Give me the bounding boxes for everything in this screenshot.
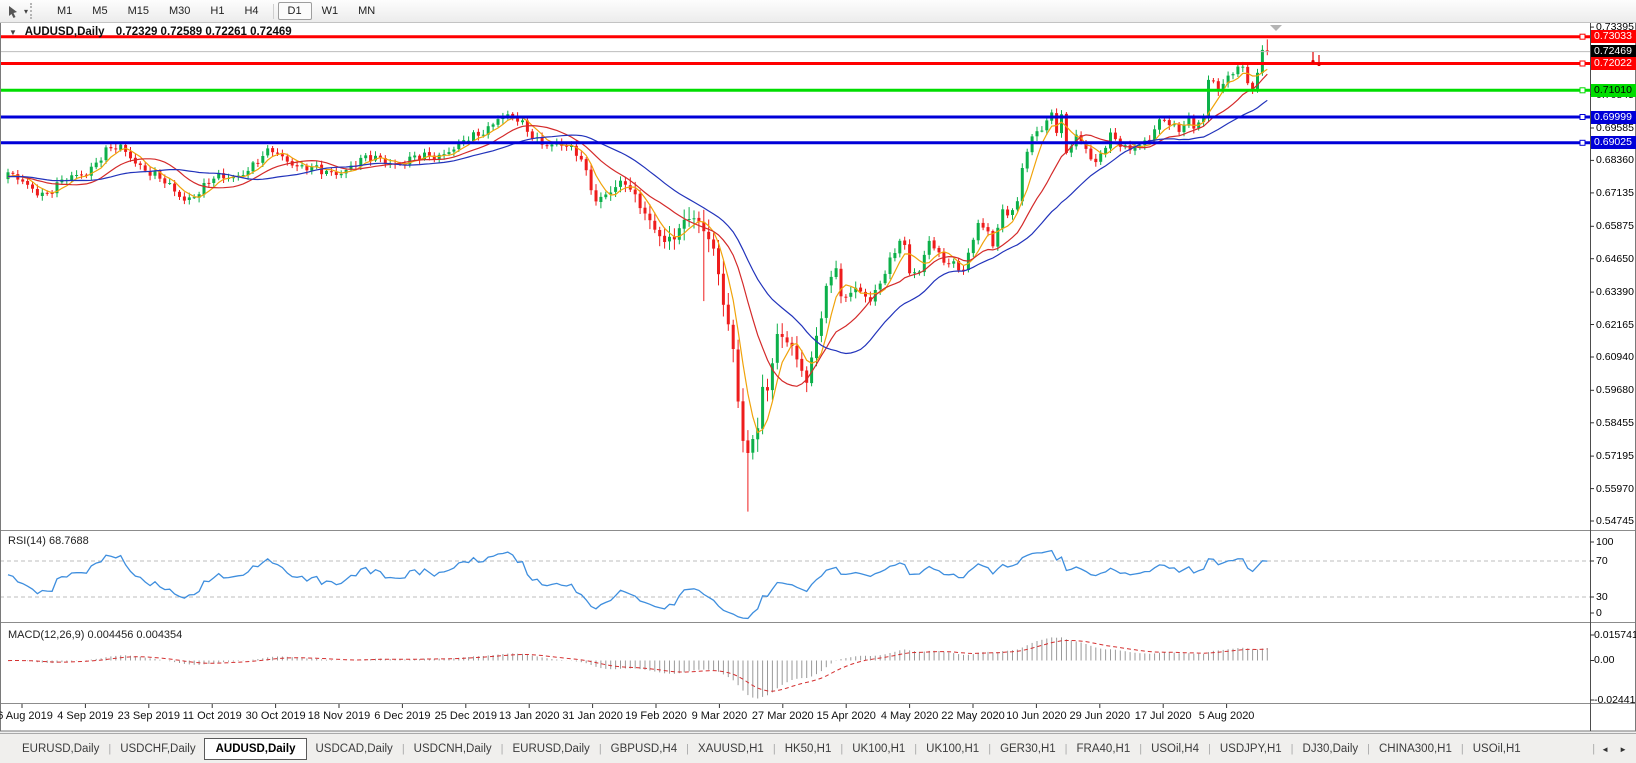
chart-tab-usdchf-daily[interactable]: USDCHF,Daily (120, 743, 196, 755)
price-marker-annotation (1311, 52, 1321, 67)
chart-tab-usoil-h4[interactable]: USOil,H4 (1151, 743, 1200, 755)
chart-tab-dj30-daily[interactable]: DJ30,Daily (1302, 743, 1359, 755)
chart-tab-usdcnh-daily[interactable]: USDCNH,Daily (413, 743, 492, 755)
tab-separator: | (598, 743, 602, 755)
tab-separator: | (988, 743, 992, 755)
chart-tab-gbpusd-h4[interactable]: GBPUSD,H4 (610, 743, 678, 755)
macd-histogram (12, 637, 1268, 699)
timeframe-button-m15[interactable]: M15 (127, 5, 149, 17)
toolbar-group-separator (272, 3, 274, 19)
cursor-tool-caret-icon[interactable]: ▾ (24, 6, 29, 16)
tab-separator: | (1139, 743, 1143, 755)
tab-separator: | (1290, 743, 1294, 755)
cursor-tool-icon[interactable] (6, 4, 21, 19)
chart-tab-usdcad-daily[interactable]: USDCAD,Daily (315, 743, 393, 755)
chart-shift-marker[interactable] (1270, 25, 1282, 31)
chart-tab-hk50-h1[interactable]: HK50,H1 (784, 743, 832, 755)
timeframe-button-h4[interactable]: H4 (244, 5, 259, 17)
level-line-handle[interactable] (1579, 114, 1586, 120)
tab-separator: | (1367, 743, 1370, 755)
chart-tab-china300-h1[interactable]: CHINA300,H1 (1379, 743, 1452, 755)
moving-average-13 (7, 73, 1268, 387)
chart-tabbar: EURUSD,Daily | USDCHF,Daily AUDUSD,Daily USD… (0, 733, 1636, 763)
level-line-handle[interactable] (1579, 139, 1586, 146)
timeframe-button-h1[interactable]: H1 (210, 5, 225, 17)
level-lines (0, 33, 1590, 146)
chart-tab-ger30-h1[interactable]: GER30,H1 (1000, 743, 1056, 755)
tab-separator: | (1460, 743, 1464, 755)
timeframe-toolbar: ▾ M1 M5 M15 M30 H1 H4 D1 W1 MN (0, 0, 1636, 23)
tab-separator: | (401, 743, 405, 755)
moving-average-5 (7, 68, 1268, 434)
chart-tab-uk100-h1[interactable]: UK100,H1 (926, 743, 980, 755)
timeframe-button-w1[interactable]: W1 (321, 5, 339, 17)
level-line-handle[interactable] (1579, 33, 1586, 40)
rsi-line (7, 549, 1268, 620)
timeframe-button-m1[interactable]: M1 (57, 5, 73, 17)
timeframe-button-mn[interactable]: MN (358, 5, 376, 17)
chart-tab-usdjpy-h1[interactable]: USDJPY,H1 (1219, 743, 1282, 755)
chart-tab-xauusd-h1[interactable]: XAUUSD,H1 (698, 743, 764, 755)
tab-scroll-left-icon[interactable]: ◄ (1601, 744, 1610, 754)
tab-separator: | (1064, 743, 1068, 755)
tab-arrows-separator: | (1592, 743, 1596, 755)
tab-separator: | (686, 743, 689, 755)
timeframe-button-m5[interactable]: M5 (92, 5, 108, 17)
macd-signal-line (7, 640, 1268, 692)
toolbar-gripper[interactable] (30, 3, 35, 19)
tab-separator: | (500, 743, 504, 755)
chart-tab-eurusd-daily[interactable]: EURUSD,Daily (22, 743, 100, 755)
tab-scroll-right-icon[interactable]: ► (1619, 744, 1627, 754)
chart-tab-usoil-h1[interactable]: USOil,H1 (1472, 743, 1521, 755)
timeframe-button-d1[interactable]: D1 (277, 2, 312, 20)
tab-separator: | (108, 743, 112, 755)
chart-tab-uk100-h1[interactable]: UK100,H1 (852, 743, 906, 755)
tab-separator: | (914, 743, 918, 755)
level-line-handle[interactable] (1579, 87, 1586, 94)
tab-separator: | (1208, 743, 1211, 755)
level-line-handle[interactable] (1579, 60, 1586, 67)
timeframe-button-m30[interactable]: M30 (168, 5, 191, 17)
chart-tab-eurusd-daily[interactable]: EURUSD,Daily (512, 743, 590, 755)
tab-separator: | (840, 743, 844, 755)
chart-tab-fra40-h1[interactable]: FRA40,H1 (1076, 743, 1131, 755)
tab-separator: | (772, 743, 776, 755)
chart-tab-audusd-daily[interactable]: AUDUSD,Daily (203, 738, 308, 760)
moving-average-26 (7, 99, 1268, 355)
